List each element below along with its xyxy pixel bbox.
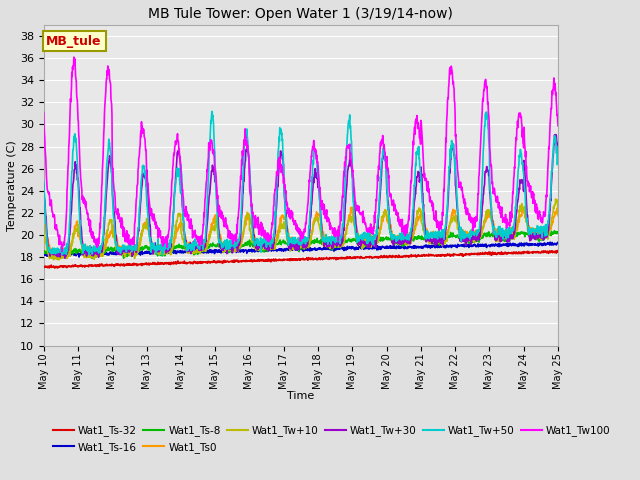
Y-axis label: Temperature (C): Temperature (C) [7, 140, 17, 230]
Text: MB_tule: MB_tule [46, 35, 102, 48]
Title: MB Tule Tower: Open Water 1 (3/19/14-now): MB Tule Tower: Open Water 1 (3/19/14-now… [148, 7, 453, 21]
X-axis label: Time: Time [287, 391, 314, 400]
Legend: Wat1_Ts-32, Wat1_Ts-16, Wat1_Ts-8, Wat1_Ts0, Wat1_Tw+10, Wat1_Tw+30, Wat1_Tw+50,: Wat1_Ts-32, Wat1_Ts-16, Wat1_Ts-8, Wat1_… [49, 421, 615, 456]
